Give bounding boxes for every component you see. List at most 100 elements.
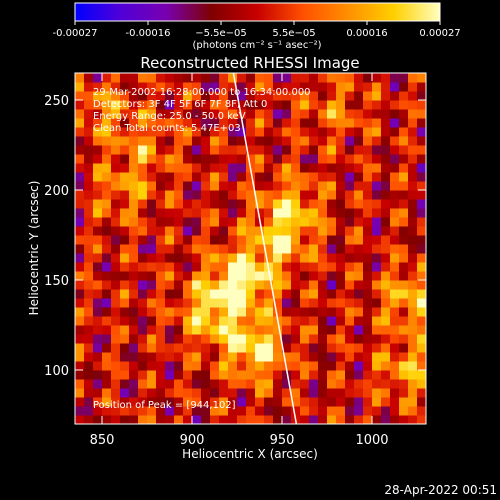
heatmap-cell bbox=[282, 154, 292, 164]
heatmap-cell bbox=[111, 136, 121, 146]
heatmap-cell bbox=[183, 280, 193, 290]
heatmap-cell bbox=[84, 280, 94, 290]
heatmap-cell bbox=[147, 379, 157, 389]
heatmap-cell bbox=[318, 379, 328, 389]
heatmap-cell bbox=[255, 109, 265, 119]
heatmap-cell bbox=[201, 379, 211, 389]
heatmap-cell bbox=[165, 253, 175, 263]
heatmap-cell bbox=[327, 73, 337, 83]
heatmap-cell bbox=[264, 199, 274, 209]
heatmap-cell bbox=[165, 109, 175, 119]
heatmap-cell bbox=[255, 226, 265, 236]
heatmap-cell bbox=[255, 307, 265, 317]
heatmap-cell bbox=[111, 73, 121, 83]
heatmap-cell bbox=[363, 109, 373, 119]
heatmap-cell bbox=[291, 370, 301, 380]
heatmap-cell bbox=[120, 334, 130, 344]
heatmap-cell bbox=[210, 100, 220, 110]
heatmap-cell bbox=[246, 235, 256, 245]
heatmap-cell bbox=[381, 199, 391, 209]
heatmap-cell bbox=[408, 145, 418, 155]
heatmap-cell bbox=[417, 298, 426, 308]
heatmap-cell bbox=[300, 415, 310, 424]
heatmap-cell bbox=[102, 352, 112, 362]
heatmap-cell bbox=[354, 109, 364, 119]
heatmap-cell bbox=[417, 100, 426, 110]
heatmap-cell bbox=[201, 109, 211, 119]
heatmap-cell bbox=[156, 154, 166, 164]
heatmap-cell bbox=[255, 118, 265, 128]
heatmap-cell bbox=[165, 307, 175, 317]
heatmap-cell bbox=[201, 145, 211, 155]
heatmap-cell bbox=[192, 370, 202, 380]
heatmap-cell bbox=[354, 226, 364, 236]
heatmap-cell bbox=[138, 307, 148, 317]
heatmap-cell bbox=[192, 361, 202, 371]
heatmap-cell bbox=[282, 109, 292, 119]
heatmap-cell bbox=[345, 109, 355, 119]
heatmap-cell bbox=[192, 199, 202, 209]
heatmap-cell bbox=[192, 73, 202, 83]
heatmap-cell bbox=[354, 127, 364, 137]
heatmap-cell bbox=[345, 271, 355, 281]
heatmap-cell bbox=[282, 379, 292, 389]
annotation-block: 29-Mar-2002 16:28:00.000 to 16:34:00.000… bbox=[93, 87, 311, 134]
heatmap-cell bbox=[237, 280, 247, 290]
heatmap-cell bbox=[399, 82, 409, 92]
heatmap-cell bbox=[102, 388, 112, 398]
heatmap-cell bbox=[246, 298, 256, 308]
heatmap-cell bbox=[102, 235, 112, 245]
heatmap-cell bbox=[255, 361, 265, 371]
heatmap-cell bbox=[75, 172, 85, 182]
heatmap-cell bbox=[138, 262, 148, 272]
heatmap-cell bbox=[390, 73, 400, 83]
heatmap-cell bbox=[246, 154, 256, 164]
heatmap-cell bbox=[138, 190, 148, 200]
heatmap-cell bbox=[318, 73, 328, 83]
heatmap-cell bbox=[381, 208, 391, 218]
heatmap-cell bbox=[129, 406, 139, 416]
heatmap-cell bbox=[417, 289, 426, 299]
heatmap-cell bbox=[282, 82, 292, 92]
heatmap-cell bbox=[102, 325, 112, 335]
heatmap-cell bbox=[174, 172, 184, 182]
heatmap-cell bbox=[363, 343, 373, 353]
heatmap-cell bbox=[84, 217, 94, 227]
heatmap-cell bbox=[264, 208, 274, 218]
heatmap-cell bbox=[345, 118, 355, 128]
heatmap-cell bbox=[255, 172, 265, 182]
heatmap-cell bbox=[183, 181, 193, 191]
heatmap-cell bbox=[147, 307, 157, 317]
heatmap-cell bbox=[282, 73, 292, 83]
heatmap-cell bbox=[129, 91, 139, 101]
heatmap-cell bbox=[237, 271, 247, 281]
heatmap-cell bbox=[399, 352, 409, 362]
heatmap-cell bbox=[84, 271, 94, 281]
heatmap-cell bbox=[273, 262, 283, 272]
heatmap-cell bbox=[372, 244, 382, 254]
heatmap-cell bbox=[291, 172, 301, 182]
heatmap-cell bbox=[156, 208, 166, 218]
heatmap-cell bbox=[165, 271, 175, 281]
heatmap-cell bbox=[93, 244, 103, 254]
heatmap-cell bbox=[363, 172, 373, 182]
heatmap-cell bbox=[210, 298, 220, 308]
heatmap-cell bbox=[147, 235, 157, 245]
heatmap-cell bbox=[363, 118, 373, 128]
heatmap-cell bbox=[111, 127, 121, 137]
heatmap-cell bbox=[138, 361, 148, 371]
heatmap-cell bbox=[120, 397, 130, 407]
heatmap-cell bbox=[174, 136, 184, 146]
heatmap-cell bbox=[255, 280, 265, 290]
heatmap-cell bbox=[192, 406, 202, 416]
colorbar-tick-label: -0.00027 bbox=[53, 28, 98, 39]
heatmap-cell bbox=[147, 118, 157, 128]
heatmap-cell bbox=[120, 154, 130, 164]
heatmap-cell bbox=[147, 316, 157, 326]
heatmap-cell bbox=[372, 406, 382, 416]
heatmap-cell bbox=[372, 271, 382, 281]
heatmap-cell bbox=[219, 235, 229, 245]
heatmap-cell bbox=[201, 154, 211, 164]
heatmap-cell bbox=[210, 307, 220, 317]
heatmap-cell bbox=[417, 91, 426, 101]
